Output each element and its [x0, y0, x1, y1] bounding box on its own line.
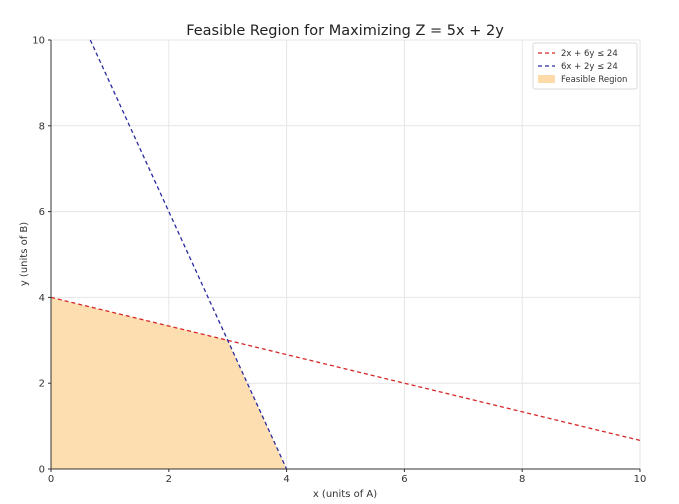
constraint-line-1 — [50, 296, 641, 442]
x-tick-label: 4 — [283, 474, 289, 485]
y-axis-label: y (units of B) — [19, 222, 30, 286]
legend-label-region: Feasible Region — [561, 75, 627, 85]
x-tick-label: 2 — [166, 474, 172, 485]
feasible-region-layer — [51, 297, 287, 469]
x-tick-label: 10 — [634, 474, 647, 485]
x-tick-label: 6 — [401, 474, 407, 485]
x-tick-label: 0 — [48, 474, 54, 485]
y-tick-label: 4 — [39, 293, 45, 304]
y-tick-label: 8 — [39, 121, 45, 132]
legend: 2x + 6y ≤ 24 6x + 2y ≤ 24 Feasible Region — [532, 42, 638, 90]
y-tick-label: 6 — [39, 207, 45, 218]
y-tick-label: 0 — [39, 465, 45, 476]
tick-labels: 0 2 4 6 8 10 0 2 4 6 8 10 — [32, 36, 646, 486]
x-axis-label: x (units of A) — [313, 489, 377, 500]
chart-title: Feasible Region for Maximizing Z = 5x + … — [186, 23, 504, 39]
legend-box — [532, 42, 638, 90]
x-tick-label: 8 — [519, 474, 525, 485]
legend-swatch-region — [538, 75, 555, 83]
y-tick-label: 10 — [32, 36, 45, 47]
constraint-line-2 — [89, 39, 288, 470]
legend-label-2: 6x + 2y ≤ 24 — [561, 62, 618, 72]
legend-label-1: 2x + 6y ≤ 24 — [561, 49, 618, 59]
axes — [50, 40, 640, 470]
y-tick-label: 2 — [39, 379, 45, 390]
constraint-lines-layer — [50, 39, 641, 470]
feasible-region — [51, 297, 287, 469]
